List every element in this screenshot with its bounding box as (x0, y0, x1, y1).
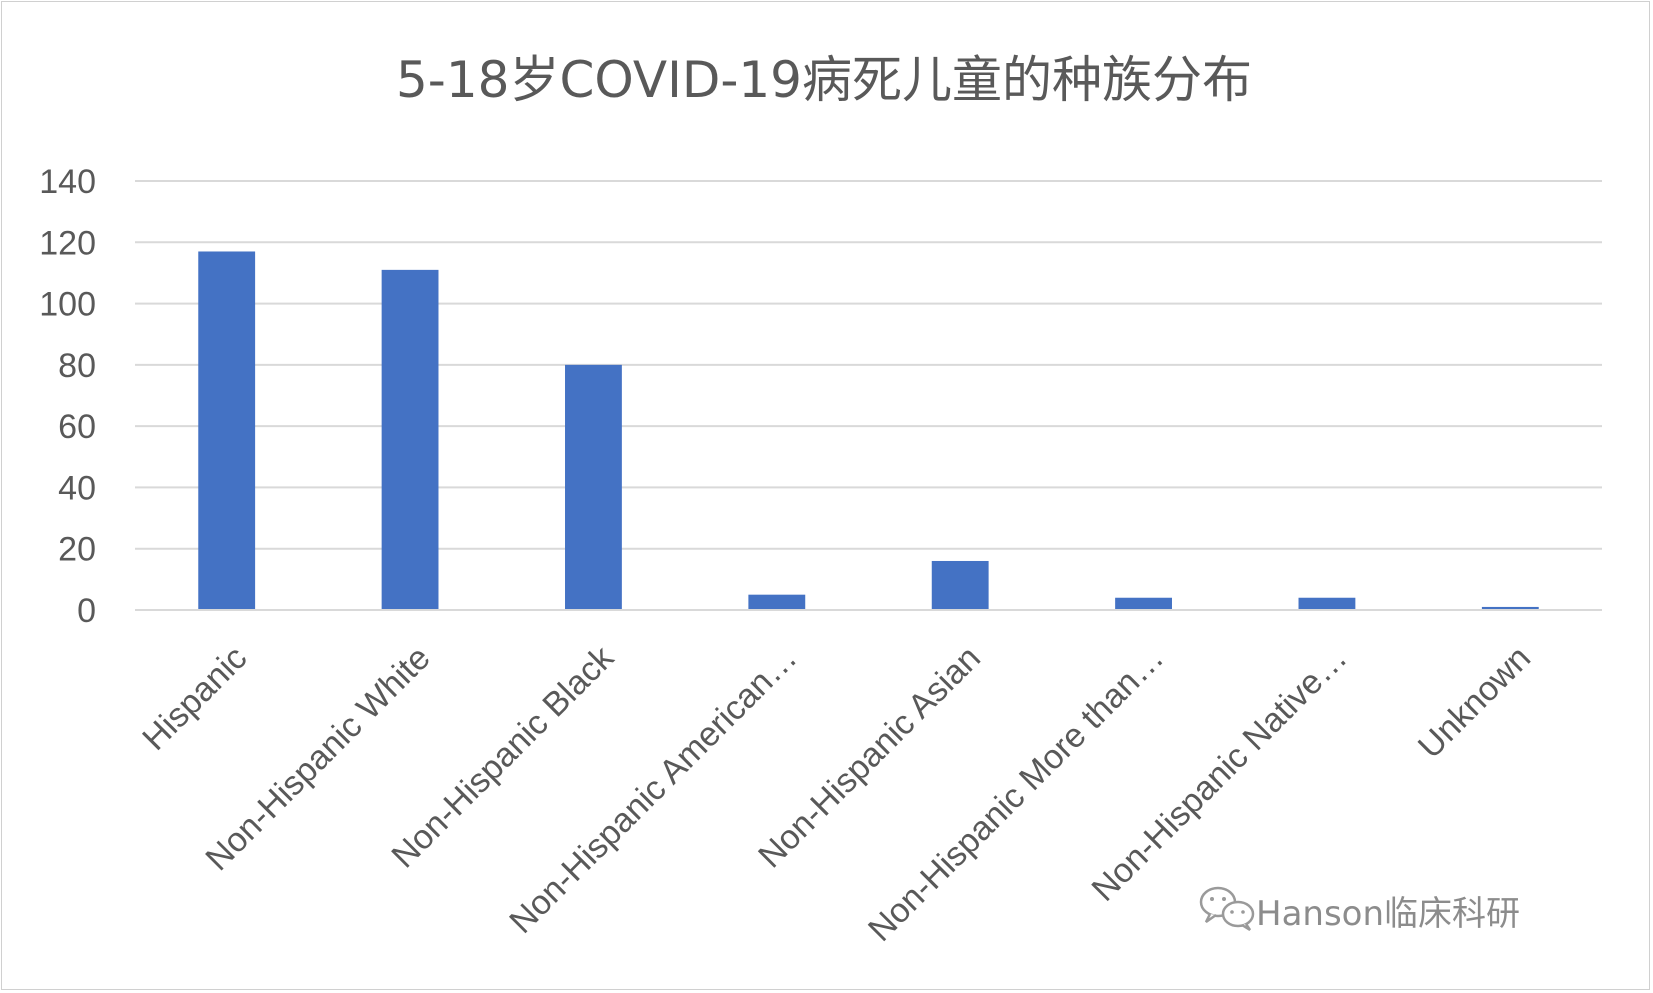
x-category-label: Non-Hispanic More than… (861, 639, 1171, 949)
bar (198, 251, 256, 610)
bar (565, 364, 622, 610)
chart-title: 5-18岁COVID-19病死儿童的种族分布 (396, 51, 1252, 109)
y-tick-label: 60 (58, 408, 96, 446)
bar (381, 269, 439, 610)
y-tick-label: 20 (58, 531, 96, 569)
bar-layer (198, 251, 1539, 610)
y-tick-label: 140 (39, 163, 96, 201)
y-tick-label: 80 (58, 347, 96, 385)
y-tick-label: 100 (39, 286, 96, 324)
watermark-text: Hanson临床科研 (1256, 894, 1520, 934)
watermark: Hanson临床科研 (1199, 886, 1520, 934)
bar (1481, 606, 1539, 610)
x-category-label: Unknown (1411, 639, 1538, 766)
x-category-label: Hispanic (135, 639, 254, 758)
wechat-icon (1199, 886, 1255, 932)
y-tick-label: 0 (77, 592, 96, 630)
y-tick-label: 40 (58, 469, 96, 507)
y-tick-label: 120 (39, 224, 96, 262)
bar (1115, 597, 1172, 610)
bar (931, 560, 989, 610)
y-axis-ticks: 0 20 40 60 80 100 120 140 (39, 163, 96, 630)
bar (1298, 597, 1356, 610)
bar (748, 594, 806, 610)
grid-layer (135, 180, 1602, 550)
